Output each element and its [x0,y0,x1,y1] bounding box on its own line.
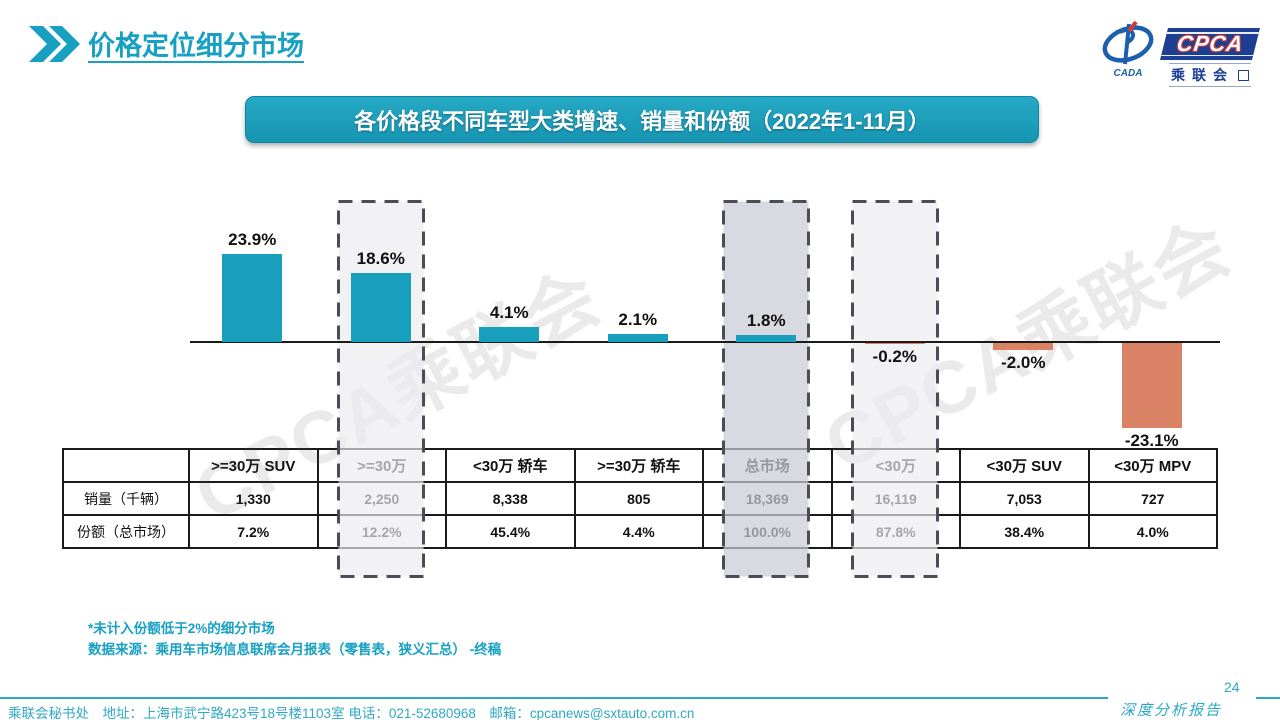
table-column-header: <30万 SUV [959,448,1090,483]
table-cell: 7.2% [188,514,319,549]
growth-bar-<30万 轿车 [479,326,540,342]
report-label: 深度分析报告 [1120,703,1223,719]
table-cell: 805 [573,481,704,516]
bar-value-label: -23.1% [1124,431,1179,451]
chart-title: 各价格段不同车型大类增速、销量和份额（2022年1-11月） [354,108,930,134]
page-number: 24 [1224,679,1240,695]
highlight-box-6 [850,200,939,578]
table-row: 份额（总市场）7.2%12.2%45.4%4.4%100.0%87.8%38.4… [62,514,1218,549]
page-title: 价格定位细分市场 [88,31,304,61]
growth-bar-总市场 [736,335,797,342]
bar-value-label: -0.2% [872,347,917,366]
footnotes: *未计入份额低于2%的细分市场 数据来源：乘用车市场信息联席会月报表（零售表，狭… [88,619,501,661]
bar-value-label: 18.6% [356,249,405,269]
table-row-header: 销量（千辆） [62,481,190,516]
table-column-header: >=30万 SUV [188,448,319,483]
footer-contact: 乘联会秘书处 地址：上海市武宁路423号18号楼1103室 电话：021-526… [8,706,695,720]
growth-bar-<30万 MPV [1121,343,1182,429]
table-cell: 4.0% [1087,514,1218,549]
chart-title-banner: 各价格段不同车型大类增速、销量和份额（2022年1-11月） [245,96,1039,143]
seal-icon [1238,69,1249,81]
footnote-line: 数据来源：乘用车市场信息联席会月报表（零售表，狭义汇总） -终稿 [88,641,502,657]
footnote-line: *未计入份额低于2%的细分市场 [88,621,275,636]
table-cell: 45.4% [445,514,576,549]
data-table: >=30万 SUV>=30万<30万 轿车>=30万 轿车总市场<30万<30万… [62,448,1218,549]
highlight-box-5 [722,200,811,578]
table-row-header: 份额（总市场） [62,514,190,549]
growth-bar->=30万 SUV [222,253,283,342]
table-cell: 1,330 [188,481,319,516]
footer-divider [0,697,1108,699]
cada-label: CADA [1114,68,1143,79]
table-cell: 8,338 [445,481,576,516]
table-column-header: >=30万 轿车 [573,448,704,483]
table-corner-cell [62,448,190,483]
growth-bar-<30万 [864,343,925,344]
growth-bar->=30万 [350,273,411,342]
cpca-chinese-label: 乘联会 [1169,63,1251,87]
cpca-wordmark: CPCA [1160,28,1260,60]
footer-divider-right [1256,697,1280,699]
bar-value-label: -2.0% [1001,353,1046,373]
zero-baseline-axis [190,341,1220,343]
table-cell: 7,053 [959,481,1090,516]
cpca-chinese-text: 乘联会 [1171,67,1234,83]
cada-emblem-icon: CADA [1102,20,1154,79]
table-row: 销量（千辆）1,3302,2508,33880518,36916,1197,05… [62,481,1218,516]
bar-value-label: 4.1% [489,302,529,322]
table-column-header: <30万 MPV [1087,448,1218,483]
table-cell: 4.4% [573,514,704,549]
bar-value-label: 1.8% [746,311,786,331]
growth-bar->=30万 轿车 [607,334,668,342]
cpca-text: CPCA [1175,31,1246,56]
data-table-wrap: >=30万 SUV>=30万<30万 轿车>=30万 轿车总市场<30万<30万… [62,448,1218,549]
highlight-box-2 [336,200,425,578]
growth-bar-<30万 SUV [993,343,1054,351]
cpca-logo: CADA CPCA 乘联会 [1098,18,1264,87]
table-column-header: <30万 轿车 [445,448,576,483]
slide-header: 价格定位细分市场 [28,24,304,63]
cpca-wordmark-block: CPCA 乘联会 [1160,28,1260,87]
bar-value-label: 23.9% [228,229,277,249]
table-cell: 38.4% [959,514,1090,549]
table-cell: 727 [1087,481,1218,516]
double-chevron-icon [29,25,80,62]
bar-value-label: 2.1% [618,310,658,330]
